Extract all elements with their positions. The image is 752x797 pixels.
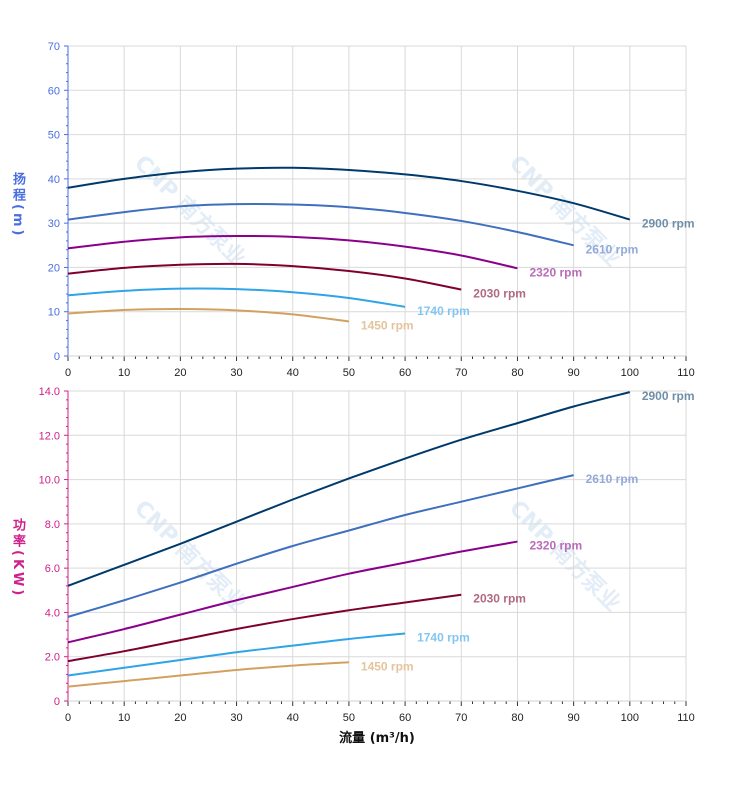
y-tick-label: 20 — [48, 262, 60, 274]
series-label: 2030 rpm — [473, 592, 526, 606]
series-line — [67, 308, 350, 323]
series-label: 2900 rpm — [642, 389, 695, 403]
series-line — [67, 632, 406, 677]
x-tick-label: 70 — [455, 367, 467, 379]
series-line — [67, 661, 349, 688]
x-tick-label: 80 — [511, 712, 523, 724]
series-label: 1740 rpm — [417, 630, 470, 644]
series-line — [67, 234, 518, 270]
x-tick-label: 10 — [118, 712, 130, 724]
x-tick-label: 30 — [230, 367, 242, 379]
x-tick-label: 0 — [65, 712, 71, 724]
x-tick-label: 80 — [511, 367, 523, 379]
x-tick-label: 70 — [455, 712, 467, 724]
series-label: 2610 rpm — [586, 472, 639, 486]
series-label: 1450 rpm — [361, 318, 414, 332]
y-tick-label: 14.0 — [39, 386, 60, 398]
x-tick-label: 100 — [621, 712, 639, 724]
y-tick-label: 6.0 — [45, 563, 60, 575]
x-tick-label: 50 — [343, 367, 355, 379]
x-tick-label: 20 — [174, 712, 186, 724]
x-tick-label: 50 — [343, 712, 355, 724]
x-tick-label: 110 — [677, 367, 695, 379]
x-tick-label: 0 — [65, 367, 71, 379]
series-line — [67, 166, 631, 221]
y-tick-label: 0 — [54, 696, 60, 708]
x-tick-label: 30 — [230, 712, 242, 724]
x-tick-label: 40 — [287, 367, 299, 379]
y-tick-label: 0 — [54, 351, 60, 363]
y-tick-label: 70 — [48, 41, 60, 53]
x-tick-label: 110 — [677, 712, 695, 724]
x-tick-label: 60 — [399, 367, 411, 379]
y-tick-label: 2.0 — [45, 652, 60, 664]
x-tick-label: 60 — [399, 712, 411, 724]
y-tick-label: 60 — [48, 85, 60, 97]
y-tick-label: 50 — [48, 130, 60, 142]
x-tick-label: 40 — [287, 712, 299, 724]
x-tick-label: 90 — [568, 367, 580, 379]
y-tick-label: 40 — [48, 174, 60, 186]
series-label: 2320 rpm — [529, 539, 582, 553]
x-tick-label: 10 — [118, 367, 130, 379]
y-tick-label: 4.0 — [45, 607, 60, 619]
series-line — [67, 474, 574, 618]
series-line — [67, 391, 631, 587]
series-label: 2030 rpm — [473, 287, 526, 301]
y-tick-label: 10 — [48, 307, 60, 319]
series-label: 1740 rpm — [417, 304, 470, 318]
series-line — [67, 202, 574, 247]
series-line — [67, 593, 462, 663]
head-y-axis-label: 扬程(m) — [10, 172, 25, 239]
series-label: 2610 rpm — [586, 242, 639, 256]
y-tick-label: 30 — [48, 218, 60, 230]
series-label: 1450 rpm — [361, 659, 414, 673]
series-line — [67, 287, 406, 308]
y-tick-label: 8.0 — [45, 519, 60, 531]
series-label: 2900 rpm — [642, 217, 695, 231]
series-line — [67, 262, 462, 291]
x-tick-label: 100 — [621, 367, 639, 379]
x-tick-label: 20 — [174, 367, 186, 379]
x-axis-label: 流量 (m³/h) — [339, 730, 415, 746]
x-tick-label: 90 — [568, 712, 580, 724]
power-y-axis-label: 功率(KW) — [10, 518, 25, 599]
y-tick-label: 12.0 — [39, 430, 60, 442]
y-tick-label: 10.0 — [39, 475, 60, 487]
series-label: 2320 rpm — [529, 265, 582, 279]
series-line — [67, 540, 518, 644]
